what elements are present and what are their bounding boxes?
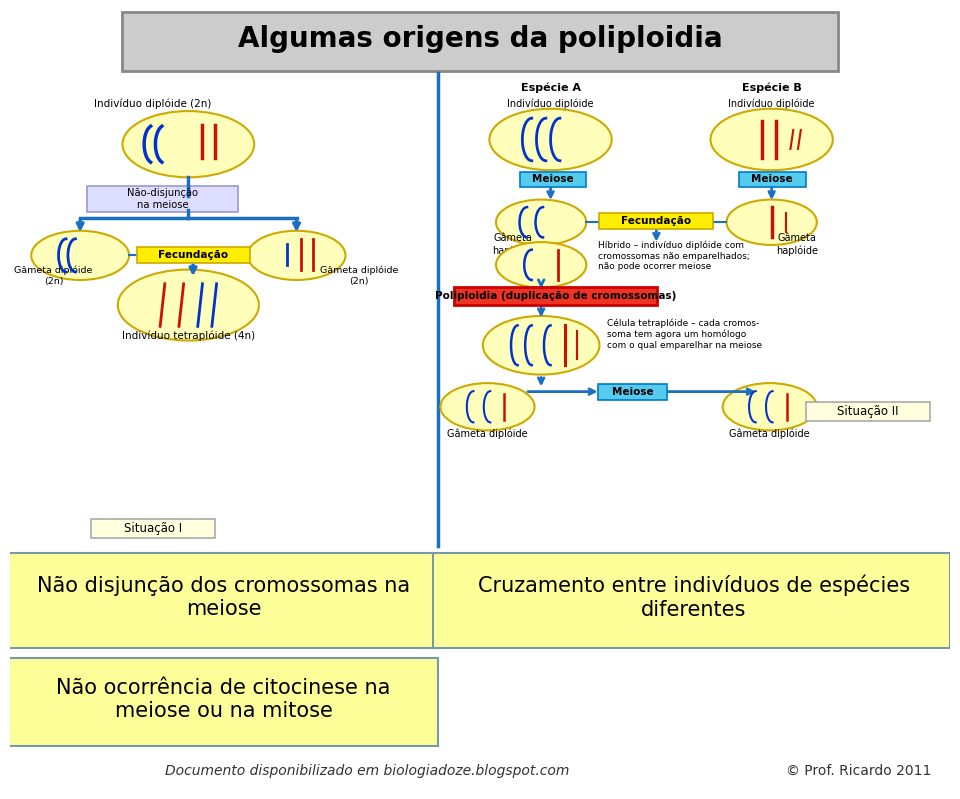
Text: Célula tetraplóide – cada cromos-
soma tem agora um homólogo
com o qual emparelh: Célula tetraplóide – cada cromos- soma t…: [607, 319, 762, 350]
Text: Não-disjunção
na meiose: Não-disjunção na meiose: [127, 189, 198, 210]
Text: Não disjunção dos cromossomas na
meiose: Não disjunção dos cromossomas na meiose: [37, 575, 410, 618]
Circle shape: [483, 316, 599, 375]
Circle shape: [727, 200, 817, 245]
Circle shape: [118, 269, 259, 340]
Text: Não ocorrência de citocinese na
meiose ou na mitose: Não ocorrência de citocinese na meiose o…: [57, 678, 391, 721]
Circle shape: [496, 242, 587, 288]
Circle shape: [248, 231, 346, 280]
Text: Fecundação: Fecundação: [621, 216, 691, 226]
Text: Situação II: Situação II: [837, 405, 899, 418]
FancyBboxPatch shape: [597, 384, 667, 400]
FancyBboxPatch shape: [86, 186, 238, 212]
FancyBboxPatch shape: [806, 402, 929, 421]
Text: Gâmeta diplóide: Gâmeta diplóide: [447, 429, 528, 439]
FancyBboxPatch shape: [739, 172, 805, 187]
Circle shape: [710, 109, 833, 170]
Text: Gâmeta
haplóide: Gâmeta haplóide: [776, 233, 818, 256]
Text: Gâmeta diplóide: Gâmeta diplóide: [730, 429, 810, 439]
Text: Situação I: Situação I: [124, 522, 182, 535]
FancyBboxPatch shape: [136, 248, 251, 264]
Text: Fecundação: Fecundação: [158, 250, 228, 260]
Circle shape: [123, 111, 254, 177]
Text: Meiose: Meiose: [752, 174, 793, 185]
Circle shape: [723, 383, 817, 431]
Circle shape: [32, 231, 129, 280]
Text: Espécie B: Espécie B: [742, 82, 802, 93]
Circle shape: [496, 200, 587, 245]
FancyBboxPatch shape: [123, 12, 837, 70]
Text: Poliploidia (duplicação de cromossomas): Poliploidia (duplicação de cromossomas): [435, 291, 676, 301]
FancyBboxPatch shape: [599, 213, 713, 229]
Text: Gâmeta
haplóide: Gâmeta haplóide: [492, 233, 534, 256]
Circle shape: [441, 383, 535, 431]
FancyBboxPatch shape: [91, 519, 215, 539]
Text: Indivíduo tetraplóide (4n): Indivíduo tetraplóide (4n): [123, 331, 255, 341]
Text: Gâmeta diplóide
(2n): Gâmeta diplóide (2n): [14, 266, 93, 286]
Text: Espécie A: Espécie A: [520, 82, 581, 93]
FancyBboxPatch shape: [454, 287, 657, 305]
Text: Indivíduo diplóide (2n): Indivíduo diplóide (2n): [94, 99, 211, 109]
Text: Híbrido – indivíduo diplóide com
cromossomas não emparelhados;
não pode ocorrer : Híbrido – indivíduo diplóide com cromoss…: [597, 240, 750, 271]
Text: Meiose: Meiose: [532, 174, 574, 185]
FancyBboxPatch shape: [5, 553, 438, 648]
Circle shape: [490, 109, 612, 170]
FancyBboxPatch shape: [519, 172, 587, 187]
Text: Cruzamento entre indivíduos de espécies
diferentes: Cruzamento entre indivíduos de espécies …: [478, 574, 910, 619]
Text: Indivíduo diplóide: Indivíduo diplóide: [507, 99, 594, 109]
Text: Indivíduo diplóide: Indivíduo diplóide: [729, 99, 815, 109]
Text: Algumas origens da poliploidia: Algumas origens da poliploidia: [238, 26, 722, 54]
FancyBboxPatch shape: [5, 658, 438, 746]
Text: Gâmeta diplóide
(2n): Gâmeta diplóide (2n): [320, 266, 398, 286]
Text: © Prof. Ricardo 2011: © Prof. Ricardo 2011: [786, 764, 931, 777]
Text: Meiose: Meiose: [612, 387, 653, 396]
FancyBboxPatch shape: [433, 553, 950, 648]
Text: Documento disponibilizado em biologiadoze.blogspot.com: Documento disponibilizado em biologiadoz…: [165, 764, 569, 777]
